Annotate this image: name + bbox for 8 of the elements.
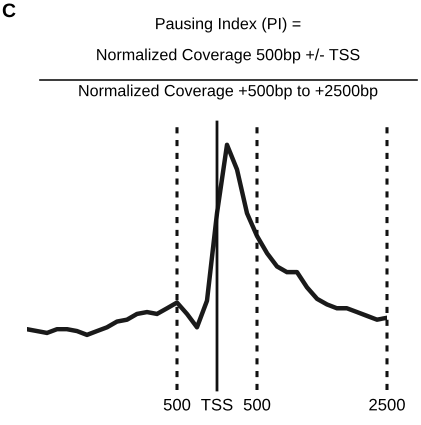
text: C bbox=[2, 3, 16, 18]
x-tick-label: 2500 bbox=[369, 398, 405, 411]
x-tick-label: 500 bbox=[244, 398, 270, 411]
x-tick-label: TSS bbox=[201, 398, 232, 411]
chart-title: Pausing Index (PI) = bbox=[156, 17, 300, 33]
text: Normalized Coverage 500bp +/- TSS bbox=[97, 48, 360, 64]
x-tick-label: 500 bbox=[164, 398, 190, 411]
text: Normalized Coverage +500bp to +2500bp bbox=[79, 84, 378, 100]
